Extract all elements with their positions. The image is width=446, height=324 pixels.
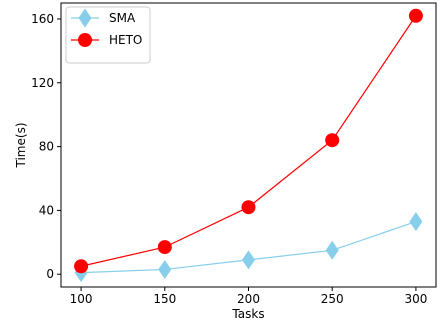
y-tick-label-0: 0 <box>46 267 54 281</box>
legend-marker-sma <box>78 8 92 28</box>
data-point-heto-150 <box>157 240 172 255</box>
plot-area-frame <box>60 2 437 288</box>
series-sma <box>74 212 423 283</box>
x-tick-label-150: 150 <box>153 292 176 306</box>
series-layer <box>74 8 423 283</box>
data-point-sma-200 <box>242 250 255 270</box>
legend-label-heto: HETO <box>109 33 142 47</box>
y-tick-label-80: 80 <box>39 140 54 154</box>
y-tick-label-120: 120 <box>31 76 54 90</box>
x-tick-label-100: 100 <box>70 292 93 306</box>
data-point-heto-300 <box>408 8 423 23</box>
legend-marker-heto <box>78 33 92 47</box>
data-point-heto-200 <box>241 200 256 215</box>
y-tick-label-40: 40 <box>39 203 54 217</box>
y-tick-label-160: 160 <box>31 12 54 26</box>
data-point-heto-100 <box>74 259 89 274</box>
legend-item-heto: HETO <box>71 33 142 47</box>
x-axis-ticks: 100 150 200 250 300 <box>70 287 427 306</box>
data-point-sma-300 <box>409 212 423 232</box>
y-axis-label: Time(s) <box>14 123 28 169</box>
data-point-sma-250 <box>325 240 339 260</box>
legend-label-sma: SMA <box>109 11 136 25</box>
legend: SMA HETO <box>65 6 151 64</box>
data-point-sma-150 <box>158 259 172 279</box>
x-tick-label-250: 250 <box>321 292 344 306</box>
series-heto <box>74 8 423 274</box>
x-tick-label-300: 300 <box>404 292 427 306</box>
y-axis-ticks: 0 40 80 120 160 <box>31 12 61 281</box>
legend-item-sma: SMA <box>71 8 136 28</box>
x-axis-label: Tasks <box>231 307 264 321</box>
legend-items: SMA HETO <box>71 8 142 47</box>
data-point-heto-250 <box>325 133 340 148</box>
x-tick-label-200: 200 <box>237 292 260 306</box>
